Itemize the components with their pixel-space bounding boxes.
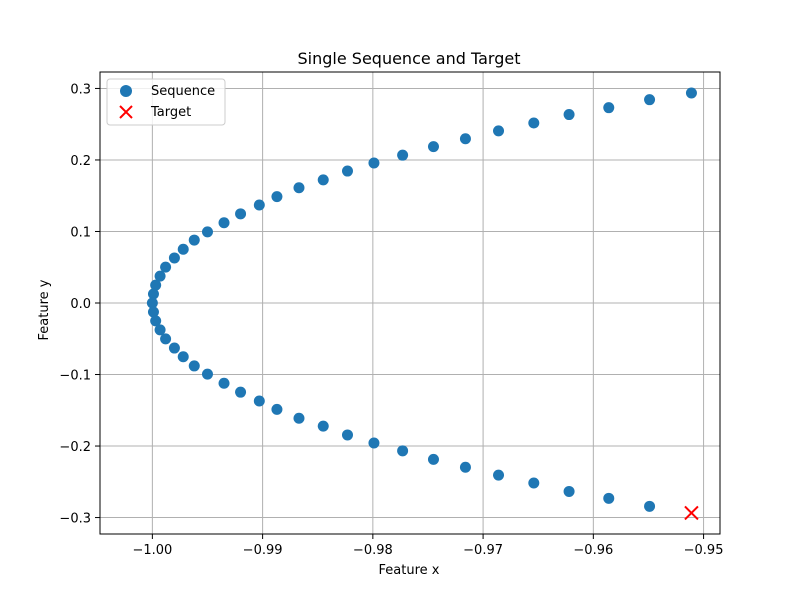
legend-sequence-label: Sequence [151,84,215,99]
sequence-point [459,461,471,473]
x-tick-label: −0.95 [684,543,724,558]
sequence-point [218,217,230,229]
sequence-point [644,94,656,106]
y-tick-label: −0.3 [59,512,91,527]
sequence-point [397,149,409,161]
sequence-point [188,360,200,372]
sequence-point [235,208,247,220]
x-tick-label: −1.00 [132,543,172,558]
y-tick-label: 0.2 [70,154,91,169]
sequence-point [271,191,283,203]
sequence-point [427,141,439,153]
sequence-point [253,395,265,407]
target-point [684,505,699,521]
sequence-point [160,333,172,345]
grid-lines [100,72,720,534]
sequence-point [563,485,575,497]
legend-target-label: Target [150,105,191,120]
y-tick-label: −0.1 [59,369,91,384]
sequence-point [188,234,200,246]
chart-title: Single Sequence and Target [298,49,521,68]
sequence-point [528,117,540,129]
sequence-point [218,377,230,389]
sequence-point [341,429,353,441]
sequence-point [685,87,697,99]
sequence-point [368,157,380,169]
sequence-point [154,324,166,336]
sequence-point [317,174,329,186]
sequence-point [563,109,575,121]
legend-box [106,78,226,126]
legend-target-marker [119,105,133,119]
sequence-point [201,226,213,238]
y-tick-label: 0.1 [70,225,91,240]
sequence-point [150,315,162,327]
sequence-point [528,477,540,489]
sequence-point [603,492,615,504]
sequence-point [168,252,180,264]
y-tick-label: −0.2 [59,440,91,455]
sequence-point [146,297,158,309]
sequence-point [317,420,329,432]
sequence-point [293,182,305,194]
legend: Sequence Target [106,78,226,126]
sequence-point [150,279,162,291]
sequence-point [177,351,189,363]
x-axis-label: Feature x [379,563,440,578]
sequence-point [397,445,409,457]
y-tick-label: 0.3 [70,82,91,97]
sequence-point [160,261,172,273]
x-tick-label: −0.97 [463,543,503,558]
x-tick-label: −0.99 [243,543,283,558]
sequence-point [493,469,505,481]
sequence-point [644,500,656,512]
sequence-point [493,125,505,137]
sequence-point [427,453,439,465]
sequence-point [368,437,380,449]
sequence-point [168,342,180,354]
y-tick-label: 0.0 [70,297,91,312]
data-points [146,87,699,521]
sequence-point [201,368,213,380]
axis-ticks: −1.00 −0.99 −0.98 −0.97 −0.96 −0.95 −0.3 −0.2 −0… [59,82,723,558]
sequence-point [235,386,247,398]
sequence-point [154,270,166,282]
sequence-point [147,306,159,318]
y-axis-label: Feature y [37,279,52,340]
legend-sequence-marker [120,85,132,97]
x-tick-label: −0.98 [353,543,393,558]
sequence-point [177,243,189,255]
sequence-point [341,165,353,177]
sequence-point [147,288,159,300]
sequence-point [459,133,471,145]
sequence-point [603,102,615,114]
sequence-point [271,403,283,415]
x-tick-label: −0.96 [573,543,613,558]
sequence-point [293,412,305,424]
sequence-point [253,199,265,211]
